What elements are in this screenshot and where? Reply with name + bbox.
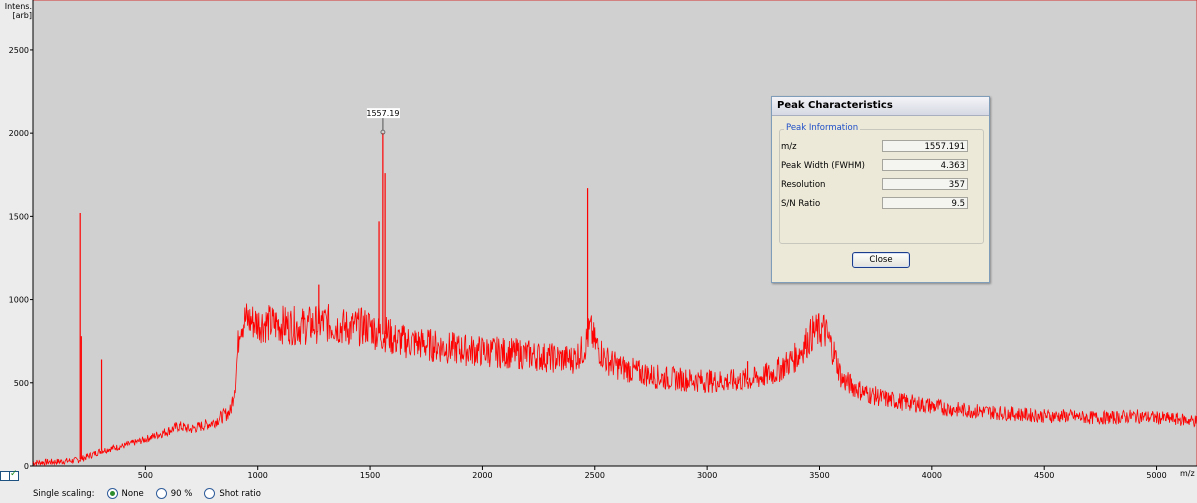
radio-label: None	[121, 488, 144, 499]
radio-label: Shot ratio	[219, 488, 261, 499]
peak-label: 1557.19	[366, 109, 399, 118]
field-value: 4.363	[882, 159, 968, 171]
y-axis-label-line-1: Intens.	[4, 2, 32, 11]
field-label: Peak Width (FWHM)	[781, 161, 865, 171]
dialog-title[interactable]: Peak Characteristics	[772, 97, 989, 116]
x-tick-label: 3500	[809, 471, 829, 480]
y-tick-label: 0	[24, 462, 29, 471]
close-button[interactable]: Close	[852, 252, 910, 268]
plot-area[interactable]	[32, 0, 1197, 467]
radio-shot-ratio[interactable]: Shot ratio	[204, 488, 261, 499]
x-tick-label: 1500	[360, 471, 380, 480]
x-tick-label: 4500	[1034, 471, 1054, 480]
y-axis-label-line-2: [arb]	[12, 11, 32, 20]
radio-label: 90 %	[170, 488, 193, 499]
radio-dot[interactable]	[155, 488, 167, 499]
field-mz: m/z 1557.191	[781, 140, 971, 154]
y-tick-label: 2500	[9, 46, 29, 55]
field-value: 357	[882, 178, 968, 190]
group-label: Peak Information	[784, 123, 861, 133]
y-tick-label: 1500	[9, 212, 29, 221]
radio-dot[interactable]	[106, 488, 118, 499]
single-scaling-bar: Single scaling: None 90 % Shot ratio	[33, 488, 261, 499]
field-label: m/z	[781, 142, 797, 152]
x-tick-label: 2500	[585, 471, 605, 480]
field-peak-width: Peak Width (FWHM) 4.363	[781, 159, 971, 173]
y-tick-label: 2000	[9, 129, 29, 138]
spectrum-line	[32, 303, 1197, 467]
peak-label-box	[366, 108, 400, 119]
peak-characteristics-dialog[interactable]: Peak Characteristics Peak Information m/…	[771, 96, 990, 283]
y-axis-label: Intens. [arb]	[2, 2, 32, 20]
x-tick-label: 4000	[922, 471, 942, 480]
peak-annotations: 1557.19	[366, 108, 400, 135]
y-tick-label: 500	[14, 379, 29, 388]
y-tick-label: 1000	[9, 296, 29, 305]
radio-none[interactable]: None	[106, 488, 144, 499]
peak-marker	[380, 129, 386, 135]
y-ticks: 0 500 1000 1500 2000 2500	[9, 46, 33, 471]
field-label: Resolution	[781, 180, 826, 190]
x-ticks: 500 1000 1500 2000 2500 3000 3500 4000 4500 5000	[138, 466, 1167, 480]
spectrum-series	[32, 303, 1197, 467]
x-tick-label: 1000	[248, 471, 268, 480]
radio-90-percent[interactable]: 90 %	[155, 488, 193, 499]
field-label: S/N Ratio	[781, 199, 821, 209]
x-tick-label: 2000	[472, 471, 492, 480]
checkbox-checked[interactable]	[9, 469, 19, 481]
field-sn-ratio: S/N Ratio 9.5	[781, 197, 971, 211]
field-resolution: Resolution 357	[781, 178, 971, 192]
peak-information-group: Peak Information	[779, 123, 984, 244]
scaling-label: Single scaling:	[33, 488, 95, 499]
x-axis-label: m/z	[1180, 469, 1195, 478]
spectrum-peaks	[79, 133, 749, 460]
field-value: 1557.191	[882, 140, 968, 152]
radio-dot[interactable]	[204, 488, 216, 499]
x-tick-label: 500	[138, 471, 153, 480]
field-value: 9.5	[882, 197, 968, 209]
x-tick-label: 3000	[697, 471, 717, 480]
x-tick-label: 5000	[1146, 471, 1166, 480]
